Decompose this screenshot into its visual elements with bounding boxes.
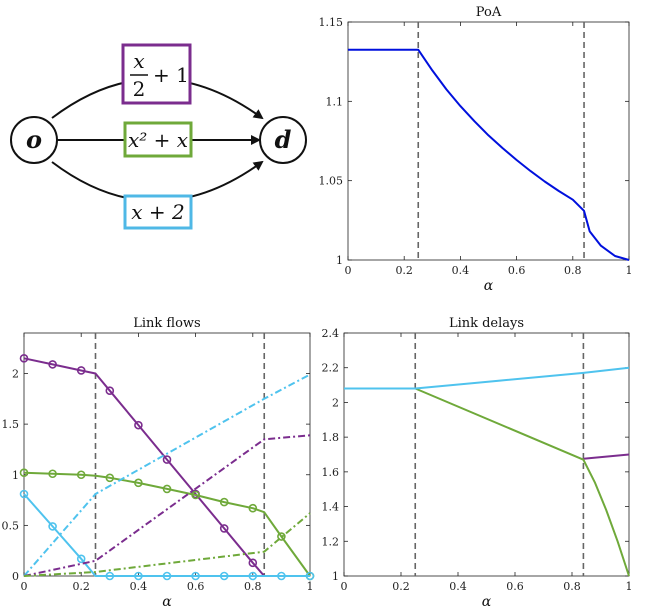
- y-tick-label: 1.15: [319, 16, 344, 29]
- chart-poa: PoA 0 0.2 0.4 0.6 0.8 1 1 1.05 1.1 1.15 α: [319, 5, 633, 294]
- y-tick-label: 1: [332, 570, 339, 583]
- network-diagram: o d x 2 + 1 x² + x x + 2: [11, 45, 306, 228]
- x-tick-label: 0: [21, 580, 28, 593]
- x-tick-label: 1: [626, 264, 633, 277]
- y-tick-label: 1.8: [322, 431, 340, 444]
- chart-link-flows: Link flows 0 0.2 0.4 0.6 0.8 1 0 0.5 1 1.5 2 α: [2, 316, 314, 610]
- node-origin-label: o: [26, 125, 42, 154]
- x-tick-label: 0: [345, 264, 352, 277]
- y-tick-label: 2.2: [322, 362, 340, 375]
- edge-label-bottom-text: x + 2: [131, 200, 184, 224]
- chart-title: Link flows: [133, 316, 200, 331]
- y-tick-label: 1: [336, 254, 343, 267]
- x-tick-label: 0.8: [244, 580, 262, 593]
- x-tick-label: 0.4: [449, 580, 467, 593]
- x-tick-label: 0.4: [130, 580, 148, 593]
- edge-label-top-numerator: x: [133, 49, 144, 73]
- y-tick-label: 1.1: [326, 95, 344, 108]
- x-tick-label: 0.6: [506, 580, 524, 593]
- plot-area: [344, 333, 629, 576]
- y-tick-label: 0.5: [2, 519, 20, 532]
- y-tick-label: 1.05: [319, 175, 344, 188]
- x-tick-label: 0.6: [508, 264, 526, 277]
- x-tick-label: 0.6: [187, 580, 205, 593]
- x-tick-label: 0.4: [452, 264, 470, 277]
- chart-link-delays: Link delays 0 0.2 0.4 0.6 0.8 1 1 1.2 1.4 1.6 1.8 2 2…: [322, 316, 633, 610]
- y-tick-label: 1.5: [2, 418, 20, 431]
- x-tick-label: 0.2: [72, 580, 90, 593]
- edge-label-middle: x² + x: [125, 123, 191, 156]
- y-tick-label: 2: [12, 368, 19, 381]
- x-tick-label: 0.2: [395, 264, 413, 277]
- y-tick-label: 1: [12, 469, 19, 482]
- y-tick-label: 1.6: [322, 466, 340, 479]
- x-tick-label: 0.8: [564, 264, 582, 277]
- node-destination-label: d: [275, 125, 292, 154]
- x-tick-label: 0.8: [563, 580, 581, 593]
- chart-title: Link delays: [449, 316, 524, 331]
- edge-label-top-rest: + 1: [153, 63, 189, 87]
- y-tick-label: 2: [332, 396, 339, 409]
- x-axis-label: α: [162, 594, 172, 610]
- edge-label-top-denominator: 2: [133, 77, 146, 101]
- edge-label-top: x 2 + 1: [123, 45, 190, 103]
- x-tick-label: 0: [341, 580, 348, 593]
- y-tick-label: 0: [12, 570, 19, 583]
- x-tick-label: 0.2: [392, 580, 410, 593]
- x-tick-label: 1: [307, 580, 314, 593]
- edge-label-middle-text: x² + x: [128, 128, 188, 152]
- x-axis-label: α: [482, 594, 492, 610]
- y-tick-label: 1.2: [322, 535, 340, 548]
- y-tick-label: 1.4: [322, 501, 340, 514]
- chart-title: PoA: [476, 5, 502, 20]
- x-axis-label: α: [484, 278, 494, 294]
- y-tick-label: 2.4: [322, 327, 340, 340]
- x-tick-label: 1: [626, 580, 633, 593]
- edge-label-bottom: x + 2: [125, 196, 191, 228]
